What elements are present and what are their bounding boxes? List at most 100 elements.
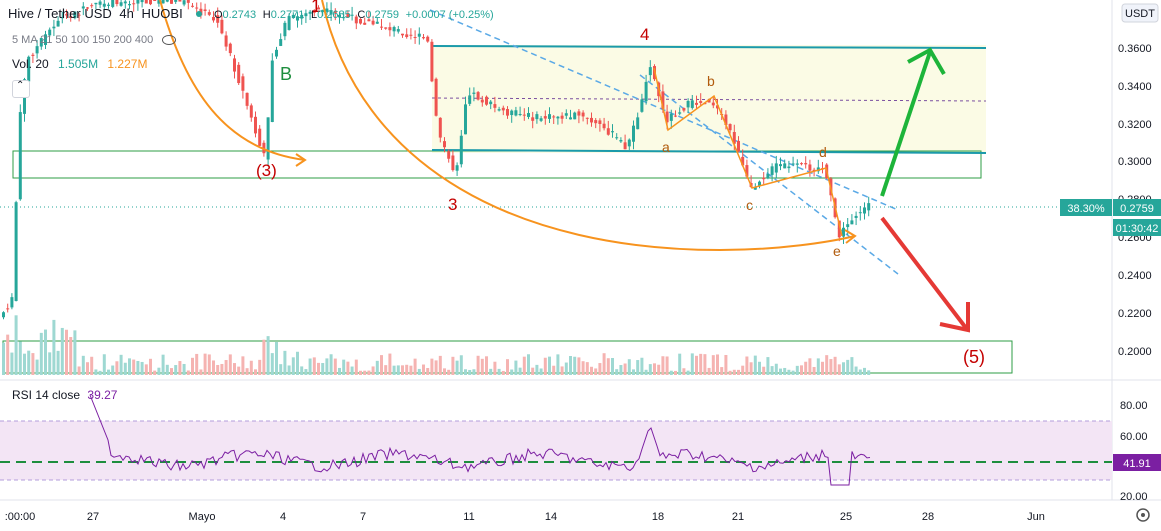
volume-bar: [606, 358, 610, 375]
candle-body: [556, 116, 560, 119]
candle-body: [661, 91, 665, 110]
exchange[interactable]: HUOBI: [141, 6, 183, 21]
rsi-tick-label: 60.00: [1120, 431, 1148, 443]
volume-bar: [191, 357, 194, 375]
volume-bar: [98, 370, 102, 375]
candle-body: [674, 115, 677, 117]
candle-body: [107, 4, 110, 6]
collapse-legend-button[interactable]: ⌃: [12, 80, 30, 98]
volume-bar: [2, 342, 5, 375]
candle-body: [409, 34, 413, 36]
volume-bar: [287, 365, 291, 375]
candle-body: [753, 186, 757, 190]
volume-bar: [161, 354, 165, 375]
bear-arrow-shaft[interactable]: [880, 216, 968, 330]
range-bottom-line[interactable]: [431, 149, 987, 154]
symbol-name[interactable]: Hive / Tether USD: [8, 6, 112, 21]
rsi-label: RSI 14 close: [12, 388, 81, 402]
candle-body: [745, 165, 749, 177]
price-tick-label: 0.3600: [1118, 43, 1152, 55]
candle-body: [270, 60, 274, 123]
candle-body: [212, 16, 215, 21]
rsi-legend[interactable]: RSI 14 close 39.27: [12, 388, 117, 402]
candle-body: [186, 0, 190, 3]
volume-bar: [514, 360, 518, 375]
volume-bar: [392, 365, 396, 375]
candle-body: [716, 105, 719, 109]
volume-bar: [569, 356, 572, 375]
volume-bar: [430, 358, 434, 375]
volume-bar: [850, 357, 854, 375]
range-top-line[interactable]: [431, 45, 987, 49]
candle-body: [636, 117, 640, 130]
arc-small[interactable]: [159, 0, 306, 161]
candle-body: [493, 104, 497, 108]
bull-arrow-shaft[interactable]: [880, 51, 932, 197]
candle-body: [510, 110, 514, 116]
candle-body: [266, 117, 270, 160]
volume-bar: [60, 327, 64, 375]
ma-legend[interactable]: 5 MA 21 50 100 150 200 400: [12, 34, 177, 46]
volume-bar: [703, 354, 707, 375]
volume-bar: [342, 359, 346, 375]
volume-bar: [44, 329, 47, 375]
candle-body: [354, 16, 358, 24]
time-tick-label: 28: [922, 511, 934, 523]
settings-gear-icon[interactable]: [1136, 508, 1150, 522]
abcde-zigzag[interactable]: [653, 67, 843, 237]
volume-bar: [207, 354, 211, 375]
candle-body: [81, 6, 85, 9]
candle-body: [275, 49, 278, 57]
volume-bar: [854, 366, 858, 375]
arc-large[interactable]: [321, 0, 856, 252]
volume-bar: [611, 357, 614, 375]
volume-bar: [182, 363, 186, 375]
time-axis[interactable]: :00:00 27 Mayo 4 7 11 14 18 21 25 28 Jun: [5, 511, 1045, 523]
time-tick-label: 7: [360, 511, 366, 523]
volume-bar: [695, 355, 698, 375]
candle-body: [174, 0, 178, 2]
candle-body: [518, 113, 522, 115]
candle-body: [287, 16, 291, 30]
volume-bar: [846, 359, 850, 375]
volume-bar: [296, 351, 299, 375]
currency-tag-bg[interactable]: [1121, 3, 1159, 23]
volume-bar: [31, 353, 35, 375]
volume-bar: [732, 369, 736, 375]
volume-bar: [111, 365, 115, 375]
candle-body: [128, 4, 131, 6]
candle-body: [489, 101, 493, 105]
interval[interactable]: 4h: [119, 6, 134, 21]
candle-body: [808, 164, 812, 171]
volume-bar: [690, 353, 694, 375]
legend-row: Hive / Tether USD 4h HUOBI O0.2743 H0.27…: [8, 6, 494, 21]
candle-body: [279, 39, 283, 46]
price-tick-label: 0.2200: [1118, 308, 1152, 320]
candle-body: [531, 117, 535, 121]
visibility-eye-icon[interactable]: [162, 35, 177, 46]
volume-bar: [165, 364, 169, 375]
volume-bars-group: [2, 315, 871, 375]
volume-bar: [543, 357, 547, 375]
countdown-tag-bg: [1113, 219, 1161, 236]
volume-bar: [417, 368, 421, 375]
candle-body: [296, 16, 299, 21]
volume-bar: [724, 354, 728, 375]
candle-body: [854, 215, 858, 218]
price-tick-label: 0.3200: [1118, 119, 1152, 131]
candle-body: [375, 21, 379, 24]
volume-bar: [283, 350, 287, 375]
candle-body: [321, 9, 325, 13]
volume-bar: [128, 358, 131, 375]
volume-bar: [867, 370, 871, 375]
candle-body: [665, 111, 669, 123]
volume-bar: [56, 350, 60, 375]
volume-bar: [409, 365, 413, 375]
candle-body: [430, 41, 434, 82]
volume-bar: [493, 361, 497, 375]
volume-bar: [464, 369, 467, 375]
candle-body: [741, 156, 745, 166]
volume-bar: [388, 353, 392, 375]
